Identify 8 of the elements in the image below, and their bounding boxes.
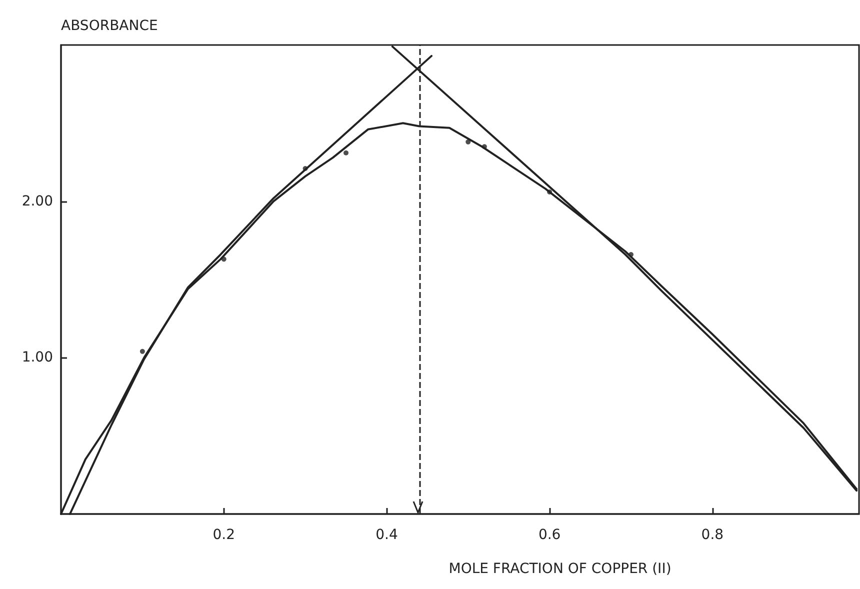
x-tick-label: 0.2 (212, 527, 235, 543)
x-tick-label: 0.6 (538, 527, 561, 543)
x-axis-title: MOLE FRACTION OF COPPER (II) (448, 561, 672, 577)
x-tick-label: 0.4 (376, 527, 398, 543)
x-tick-label: 0.8 (701, 527, 724, 543)
y-axis-title: ABSORBANCE (61, 18, 158, 34)
y-tick-label: 1.00 (22, 350, 53, 366)
y-tick-label: 2.00 (22, 193, 53, 210)
